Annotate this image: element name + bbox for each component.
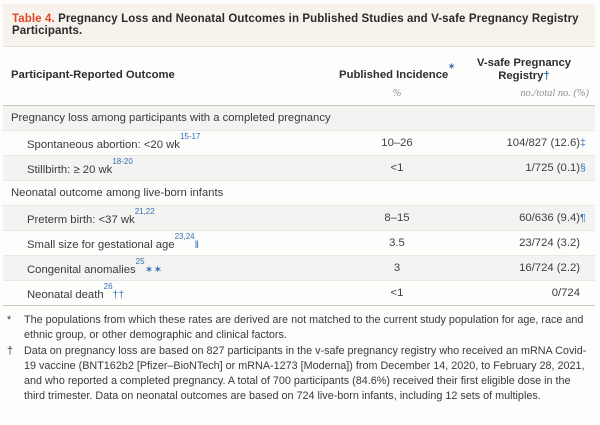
published-incidence-value: 8–15	[384, 212, 410, 224]
footnote-marker: *	[7, 314, 12, 326]
footnote-marker: ✶✶	[144, 263, 163, 276]
published-incidence-value: <1	[390, 287, 404, 299]
published-incidence-value: <1	[390, 162, 404, 174]
citation-ref: 18-20	[112, 156, 133, 166]
outcome-label: Congenital anomalies	[27, 263, 136, 276]
table-number-label: Table 4.	[12, 13, 55, 25]
table-row: Congenital anomalies25✶✶ 3 16/724 (2.2)	[3, 255, 595, 280]
footnote-marker-star: ✶	[448, 62, 455, 72]
footnote-marker: ††	[112, 288, 125, 301]
unit-label-percent: %	[392, 88, 402, 99]
column-header-vsafe-registry: V-safe Pregnancy Registry†	[476, 57, 572, 82]
table-title-text: Pregnancy Loss and Neonatal Outcomes in …	[12, 13, 579, 37]
published-incidence-value: 3	[393, 262, 401, 274]
registry-footnote-marker: ¶	[580, 212, 586, 224]
outcome-label: Small size for gestational age	[27, 238, 175, 251]
outcome-label: Neonatal death	[27, 288, 104, 301]
registry-value: 23/724 (3.2)	[519, 237, 580, 249]
citation-ref: 21,22	[134, 206, 155, 216]
footnote: * The populations from which these rates…	[7, 313, 594, 343]
table-row: Neonatal death26†† <1 0/724	[3, 280, 595, 305]
published-incidence-value: 3.5	[389, 237, 405, 249]
table-header: Participant-Reported Outcome Published I…	[3, 47, 595, 106]
outcome-label: Preterm birth: <37 wk	[27, 213, 135, 226]
registry-value: 60/636 (9.4)	[519, 212, 580, 224]
citation-ref: 15-17	[179, 131, 201, 141]
registry-value: 104/827 (12.6)	[506, 137, 581, 149]
registry-value: 0/724	[551, 287, 580, 299]
registry-value: 1/725 (0.1)	[525, 162, 580, 174]
citation-ref: 23,24	[174, 231, 195, 241]
table-title-bar: Table 4. Pregnancy Loss and Neonatal Out…	[3, 4, 595, 47]
citation-ref: 25	[135, 256, 145, 266]
footnote-text: The populations from which these rates a…	[24, 314, 584, 341]
footnote-marker: ‖	[194, 238, 199, 251]
registry-value: 16/724 (2.2)	[519, 262, 580, 274]
table-row: Small size for gestational age23,24‖ 3.5…	[3, 230, 595, 255]
footnote: † Data on pregnancy loss are based on 82…	[7, 344, 594, 404]
section-label: Pregnancy loss among participants with a…	[11, 112, 331, 124]
table-row: Preterm birth: <37 wk21,22 8–15 60/636 (…	[3, 205, 595, 230]
table-row: Stillbirth: ≥ 20 wk18-20 <1 1/725 (0.1) §	[3, 155, 595, 180]
outcome-label: Stillbirth: ≥ 20 wk	[27, 163, 113, 176]
citation-ref: 26	[103, 281, 113, 291]
table-figure: Table 4. Pregnancy Loss and Neonatal Out…	[3, 4, 595, 404]
table-row: Spontaneous abortion: <20 wk15-17 10–26 …	[3, 130, 595, 155]
registry-footnote-marker: ‡	[580, 137, 586, 149]
section-label: Neonatal outcome among live-born infants	[11, 187, 224, 199]
registry-footnote-marker: §	[580, 162, 586, 174]
table-body: Pregnancy loss among participants with a…	[3, 106, 595, 306]
footnote-marker-dagger: †	[543, 70, 550, 82]
footnote-marker: †	[7, 345, 14, 357]
table-section-row: Neonatal outcome among live-born infants	[3, 180, 595, 205]
table-section-row: Pregnancy loss among participants with a…	[3, 106, 595, 130]
outcome-label: Spontaneous abortion: <20 wk	[27, 138, 180, 151]
table-footnotes: * The populations from which these rates…	[3, 306, 595, 404]
unit-label-no-total: no./total no. (%)	[520, 88, 589, 99]
column-header-published-incidence: Published Incidence✶	[339, 62, 455, 81]
footnote-text: Data on pregnancy loss are based on 827 …	[24, 345, 587, 402]
column-header-outcome: Participant-Reported Outcome	[11, 69, 175, 81]
published-incidence-value: 10–26	[381, 137, 413, 149]
